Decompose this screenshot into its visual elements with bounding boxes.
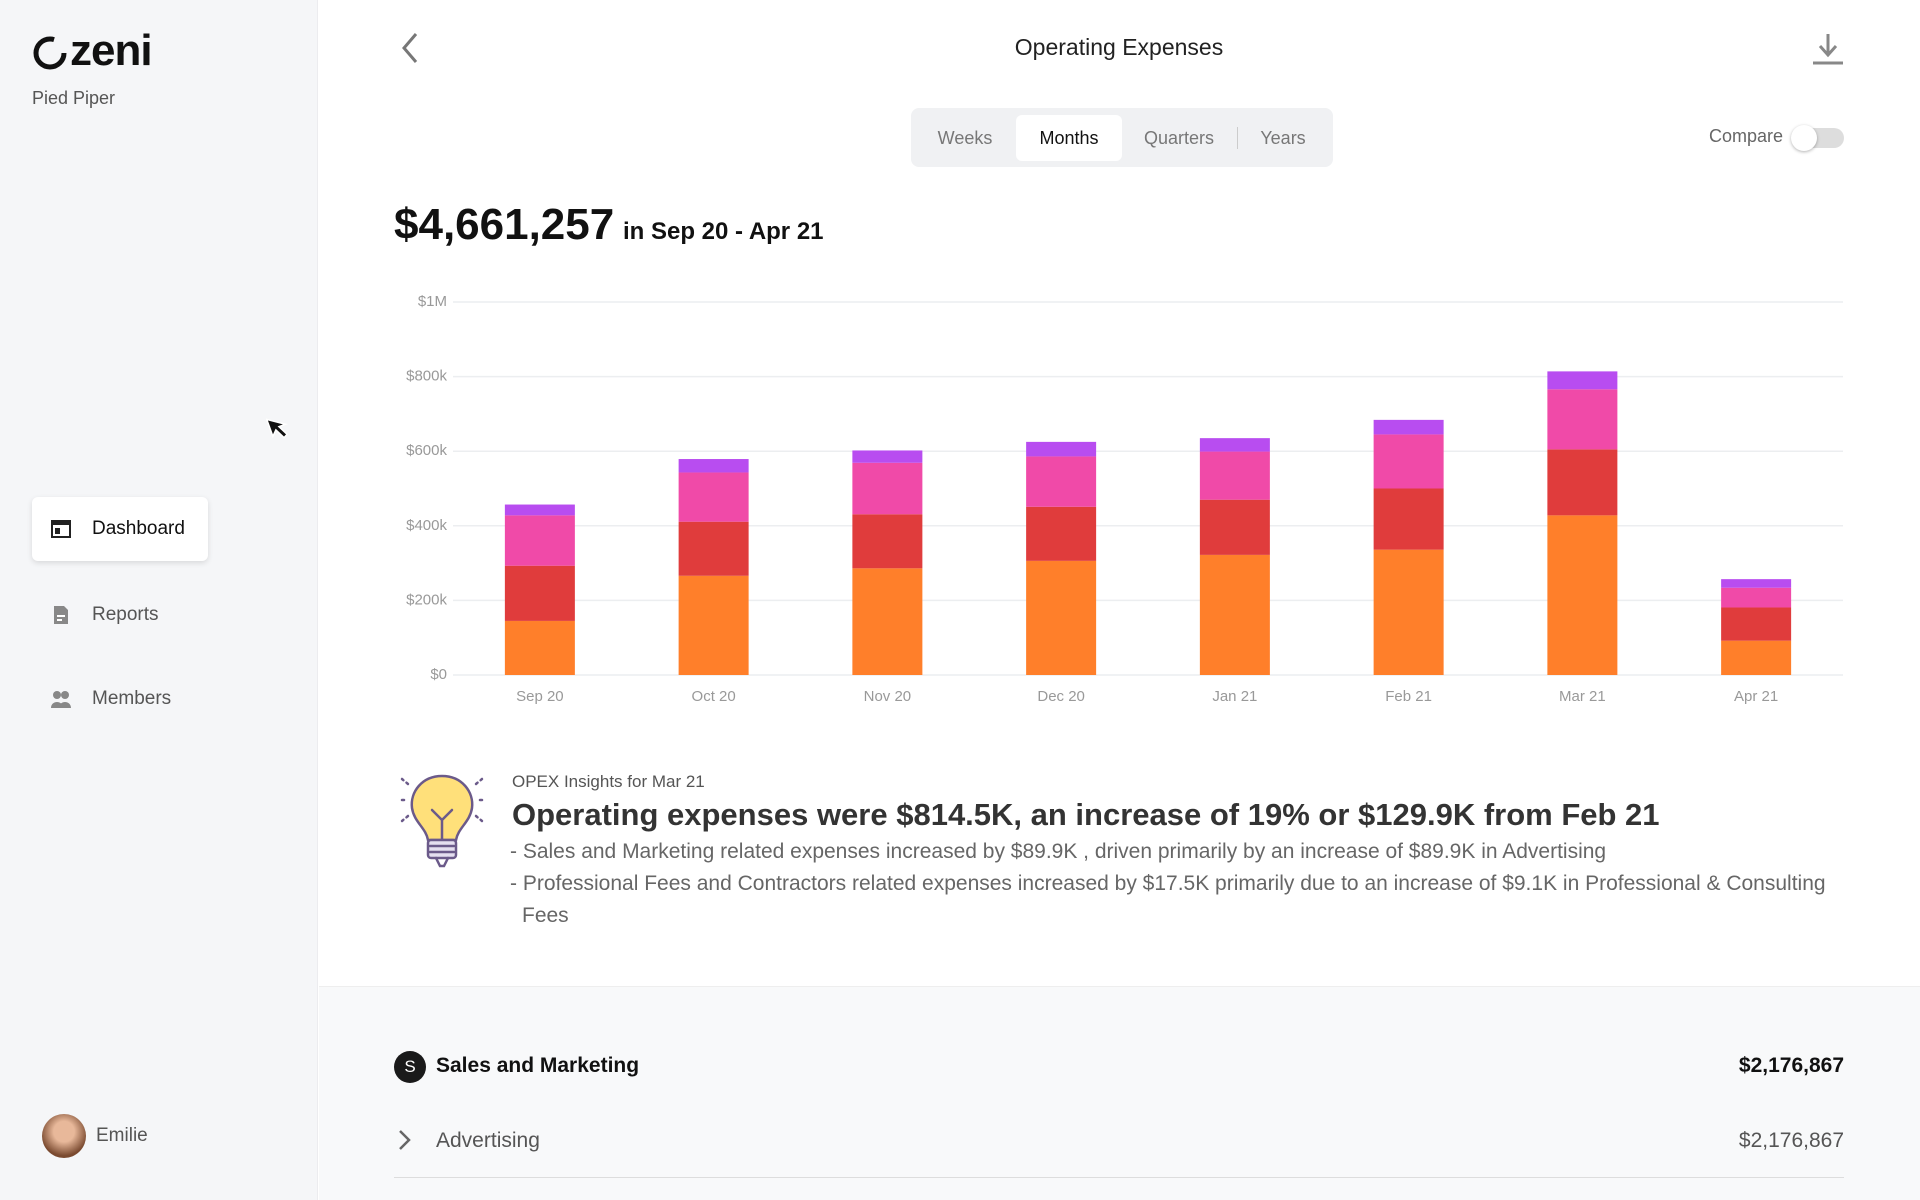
logo-ring xyxy=(33,36,67,70)
compare-label: Compare xyxy=(1708,126,1783,146)
x-tick-label: Apr 21 xyxy=(1734,688,1778,705)
period-tab[interactable]: Quarters xyxy=(1143,127,1215,148)
nav-label: Dashboard xyxy=(92,518,185,539)
x-tick-label: Sep 20 xyxy=(516,688,564,705)
bar-segment xyxy=(504,620,575,675)
period-tab[interactable]: Years xyxy=(1260,127,1306,148)
sidebar: zeni Pied Piper Emilie Dashboard Reports M… xyxy=(0,0,318,1200)
nav-icon xyxy=(54,606,68,624)
bar-segment xyxy=(1373,488,1444,550)
user-name[interactable]: Emilie xyxy=(96,1125,148,1146)
y-tick-label: $0 xyxy=(430,666,447,683)
x-tick-label: Nov 20 xyxy=(864,688,912,705)
nav-label: Members xyxy=(92,688,172,709)
expense-chart: $0 $200k $400k $600k $800k $1M Sep 20 Oct 20 Nov… xyxy=(406,293,1843,705)
bar-segment xyxy=(1026,456,1097,507)
company-name: Pied Piper xyxy=(32,88,116,108)
x-tick-label: Feb 21 xyxy=(1385,688,1432,705)
bar-segment xyxy=(678,459,749,473)
date-range: in Sep 20 - Apr 21 xyxy=(623,218,824,245)
avatar[interactable] xyxy=(42,1114,86,1158)
nav-icon xyxy=(51,691,71,708)
insight-bullets: - Sales and Marketing related expenses i… xyxy=(510,836,1850,932)
y-tick-label: $200k xyxy=(406,591,447,608)
x-tick-label: Jan 21 xyxy=(1212,688,1257,705)
bar-segment xyxy=(1373,419,1444,435)
period-selector: Weeks Months Quarters Years xyxy=(911,108,1333,167)
expand-chevron[interactable] xyxy=(396,1128,414,1152)
period-tab[interactable]: Months xyxy=(1016,115,1122,161)
bulb-icon xyxy=(396,774,488,868)
row-amount: $2,176,867 xyxy=(1738,1129,1844,1152)
compare-toggle[interactable] xyxy=(1791,125,1844,151)
bar-segment xyxy=(1721,579,1792,588)
logo-text: zeni xyxy=(70,26,153,75)
bar-segment xyxy=(1199,499,1270,555)
bar-segment xyxy=(1547,389,1618,450)
breakdown-panel xyxy=(319,986,1920,1200)
y-tick-label: $400k xyxy=(406,517,447,534)
nav-label: Reports xyxy=(92,604,159,625)
bar-segment xyxy=(1721,607,1792,641)
toggle-knob xyxy=(1791,125,1817,151)
nav-item[interactable]: Members xyxy=(32,667,208,731)
y-tick-label: $800k xyxy=(406,368,447,385)
y-tick-label: $1M xyxy=(418,293,447,310)
bar-segment xyxy=(1373,549,1444,675)
bar-segment xyxy=(852,568,923,675)
section-amount: $2,176,867 xyxy=(1738,1054,1844,1077)
bar-segment xyxy=(678,472,749,522)
download-button[interactable] xyxy=(1810,30,1846,68)
bar-segment xyxy=(1547,515,1618,675)
bar-segment xyxy=(852,514,923,569)
insight-headline: Operating expenses were $814.5K, an incr… xyxy=(512,797,1660,832)
row-divider xyxy=(394,1177,1844,1178)
tab-divider xyxy=(1237,127,1238,149)
bar-segment xyxy=(1721,640,1792,675)
x-tick-label: Dec 20 xyxy=(1037,688,1085,705)
bar-segment xyxy=(1199,451,1270,500)
insight-bullet: - Sales and Marketing related expenses i… xyxy=(510,840,1607,863)
section-name[interactable]: Sales and Marketing xyxy=(436,1054,640,1077)
insight-label: OPEX Insights for Mar 21 xyxy=(512,772,705,791)
page-title: Operating Expenses xyxy=(1014,34,1224,60)
period-tab[interactable]: Weeks xyxy=(937,127,993,148)
bar-segment xyxy=(1026,560,1097,675)
row-name[interactable]: Advertising xyxy=(436,1129,540,1152)
bar-segment xyxy=(504,515,575,566)
bar-segment xyxy=(504,504,575,516)
nav-icon xyxy=(51,520,71,538)
bar-segment xyxy=(1547,371,1618,390)
total-amount: $4,661,257 xyxy=(394,200,615,249)
bar-segment xyxy=(1026,506,1097,561)
insight-bullet: - Professional Fees and Contractors rela… xyxy=(510,872,1826,927)
cursor xyxy=(266,418,289,439)
bar-segment xyxy=(852,462,923,515)
x-tick-label: Oct 20 xyxy=(692,688,736,705)
bar-segment xyxy=(1026,441,1097,457)
nav-item[interactable]: Reports xyxy=(32,583,208,647)
bar-segment xyxy=(1547,449,1618,516)
bar-segment xyxy=(1721,587,1792,608)
bar-segment xyxy=(1199,554,1270,675)
bar-segment xyxy=(678,575,749,675)
bar-segment xyxy=(1199,438,1270,452)
bar-segment xyxy=(678,521,749,576)
bar-segment xyxy=(852,450,923,463)
nav-item[interactable]: Dashboard xyxy=(32,497,208,561)
back-button[interactable] xyxy=(396,30,426,68)
bar-segment xyxy=(504,565,575,621)
bar-segment xyxy=(1373,434,1444,489)
x-tick-label: Mar 21 xyxy=(1559,688,1606,705)
section-badge: S xyxy=(394,1051,426,1083)
y-tick-label: $600k xyxy=(406,442,447,459)
